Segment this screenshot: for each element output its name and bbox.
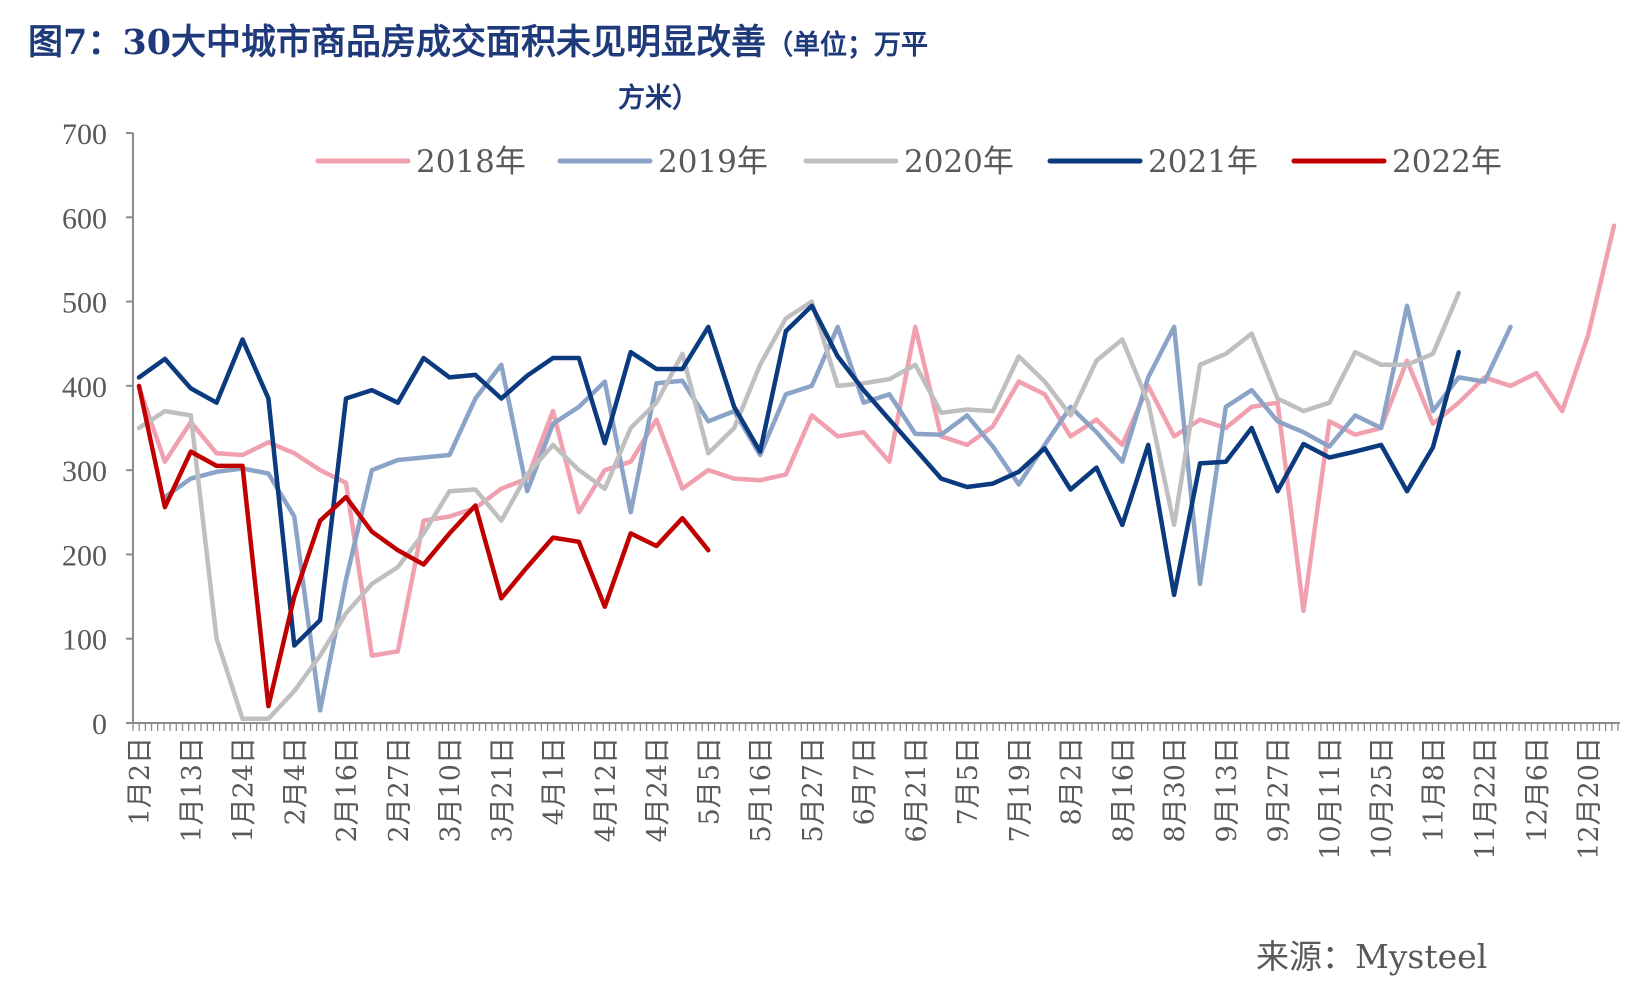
x-tick-label: 5月16日 (746, 737, 777, 843)
x-axis-ticks: 1月2日 1月13日 1月24日 2月4日 2月16日 2月27日 3月10日 3月21日 4月… (125, 723, 1619, 860)
series-line-2021年 (136, 303, 1461, 648)
x-tick-label: 4月24日 (643, 737, 674, 843)
x-tick-label: 9月13日 (1212, 737, 1243, 843)
x-tick-label: 6月7日 (850, 737, 881, 825)
x-tick-label: 8月16日 (1108, 737, 1139, 843)
chart-title-main: 图7：30大中城市商品房成交面积未见明显改善 (28, 22, 767, 63)
legend-label: 2018年 (416, 144, 526, 180)
x-tick-label: 7月19日 (1005, 737, 1036, 843)
x-tick-label: 2月16日 (332, 737, 363, 843)
x-tick-label: 4月12日 (591, 737, 622, 843)
chart-series (136, 223, 1617, 722)
x-tick-label: 9月27日 (1264, 737, 1295, 843)
y-tick-label: 700 (62, 118, 107, 151)
legend-label: 2020年 (904, 144, 1014, 180)
y-tick-label: 400 (62, 371, 107, 404)
x-tick-label: 5月5日 (694, 737, 725, 825)
x-tick-label: 2月4日 (280, 737, 311, 825)
x-tick-label: 12月6日 (1522, 737, 1553, 843)
y-axis-ticks: 0 100 200 300 400 500 600 700 (62, 118, 133, 741)
x-tick-label: 2月27日 (384, 737, 415, 843)
chart-title-unit: （单位；万平 (766, 30, 929, 61)
y-tick-label: 100 (62, 624, 107, 657)
series-line-2019年 (162, 303, 1513, 713)
legend-label: 2021年 (1148, 144, 1258, 180)
y-tick-label: 300 (62, 455, 107, 488)
x-tick-label: 8月2日 (1057, 737, 1088, 825)
chart-title: 图7：30大中城市商品房成交面积未见明显改善（单位；万平 (28, 14, 928, 65)
x-tick-label: 11月8日 (1419, 737, 1450, 843)
legend-label: 2022年 (1392, 144, 1502, 180)
legend-label: 2019年 (658, 144, 768, 180)
x-tick-label: 10月25日 (1367, 737, 1398, 860)
y-tick-label: 500 (62, 287, 107, 320)
chart-axes (132, 133, 1620, 724)
series-line-2022年 (136, 383, 711, 709)
series-line-2020年 (136, 290, 1461, 722)
x-tick-label: 7月5日 (953, 737, 984, 825)
x-tick-label: 6月21日 (901, 737, 932, 843)
x-tick-label: 3月21日 (487, 737, 518, 843)
x-tick-label: 10月11日 (1315, 737, 1346, 860)
x-tick-label: 1月13日 (177, 737, 208, 843)
y-tick-label: 0 (92, 708, 107, 741)
x-tick-label: 12月20日 (1574, 737, 1605, 860)
chart-title-unit-continued: 方米） (618, 83, 699, 114)
x-tick-label: 1月24日 (229, 737, 260, 843)
source-note: 来源：Mysteel (1256, 937, 1488, 976)
x-tick-label: 11月22日 (1471, 737, 1502, 860)
y-tick-label: 200 (62, 539, 107, 572)
x-tick-label: 4月1日 (539, 737, 570, 825)
x-tick-label: 1月2日 (125, 737, 156, 825)
x-tick-label: 8月30日 (1160, 737, 1191, 843)
y-tick-label: 600 (62, 202, 107, 235)
x-tick-label: 3月10日 (436, 737, 467, 843)
chart-legend: 2018年 2019年 2020年 2021年 2022年 (315, 144, 1502, 180)
x-tick-label: 5月27日 (798, 737, 829, 843)
series-line-2018年 (136, 223, 1617, 658)
